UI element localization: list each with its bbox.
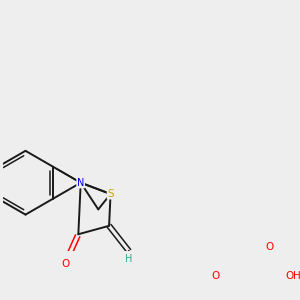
Text: N: N bbox=[77, 178, 84, 188]
Text: O: O bbox=[212, 271, 220, 281]
Text: O: O bbox=[61, 259, 69, 269]
Text: S: S bbox=[107, 189, 114, 199]
Text: H: H bbox=[125, 254, 132, 264]
Text: O: O bbox=[285, 271, 293, 281]
Text: H: H bbox=[293, 271, 300, 281]
Text: O: O bbox=[265, 242, 273, 252]
Text: N: N bbox=[77, 178, 84, 188]
